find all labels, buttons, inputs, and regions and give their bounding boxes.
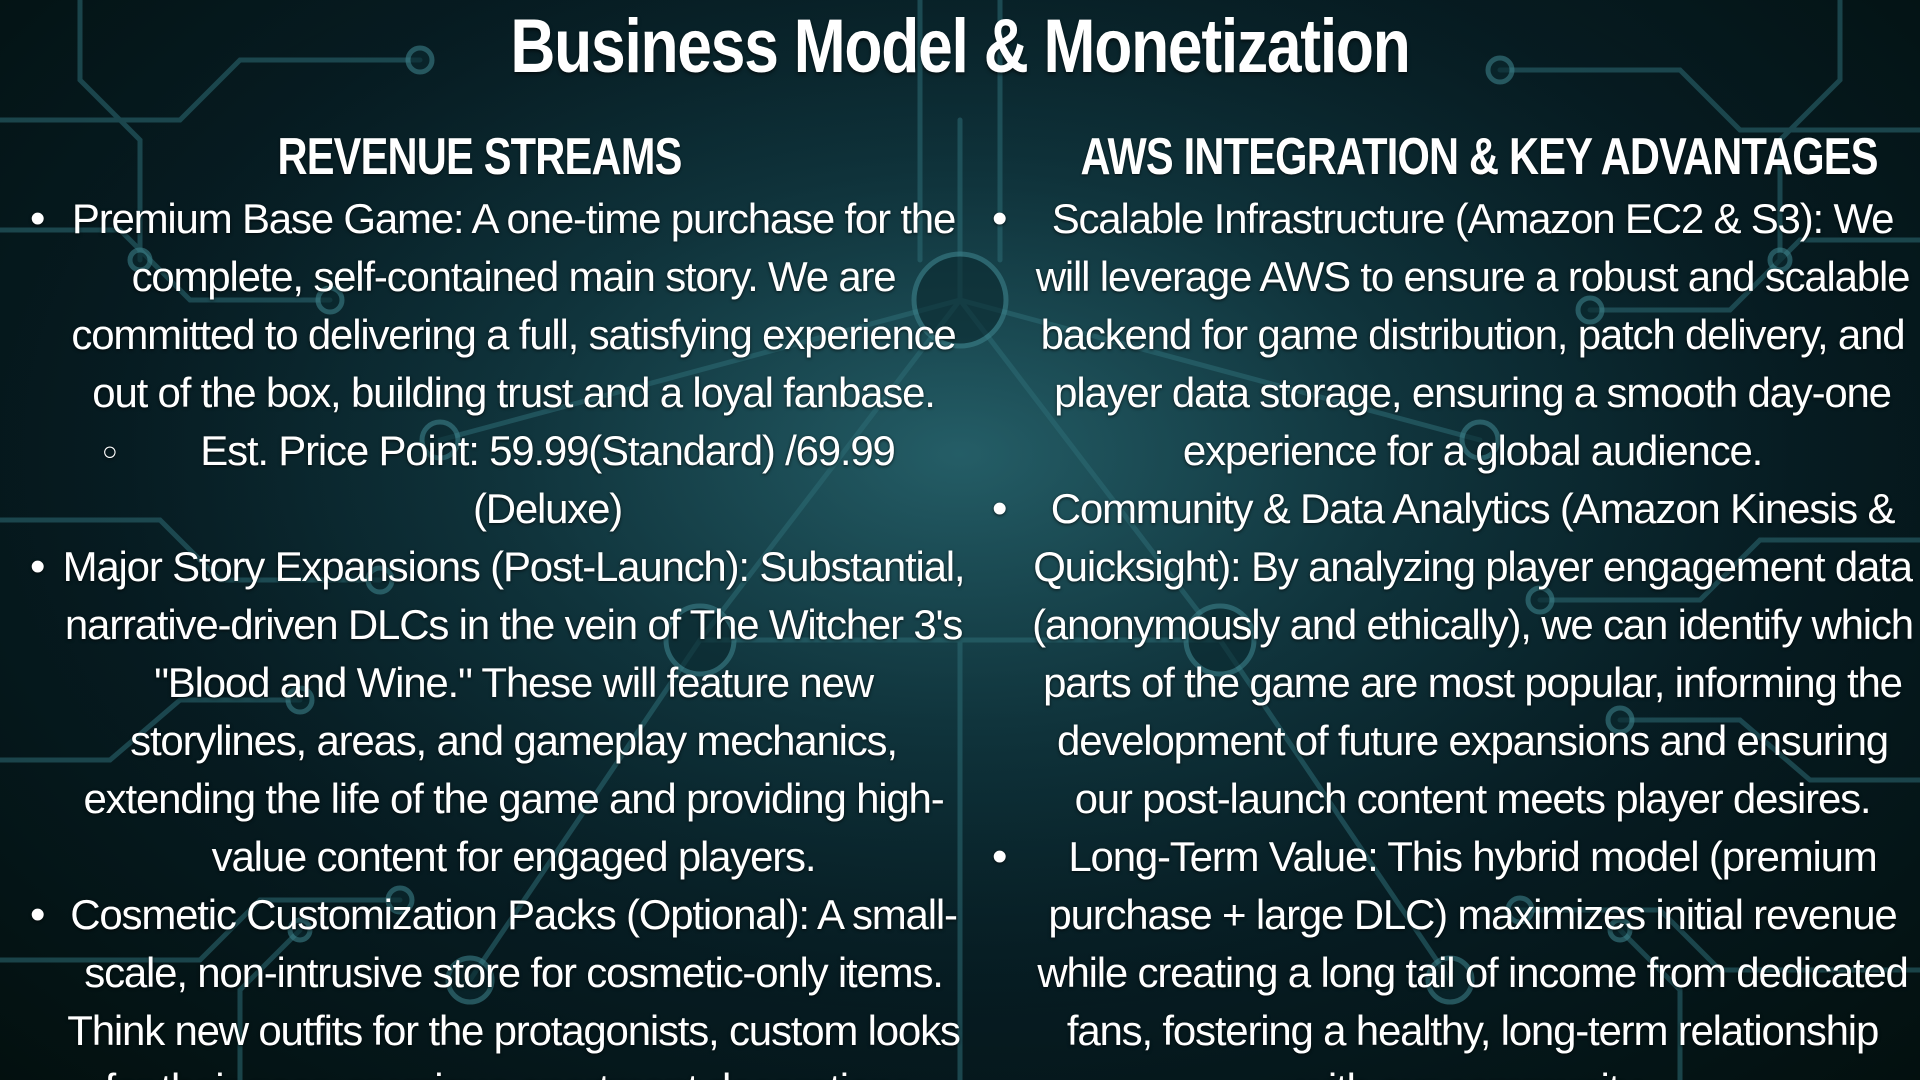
bullet-icon: • bbox=[30, 542, 46, 591]
bullet-icon: • bbox=[992, 832, 1008, 881]
item-text: Community & Data Analytics (Amazon Kines… bbox=[1032, 485, 1914, 822]
bullet-icon: • bbox=[30, 194, 46, 243]
list-item: • Premium Base Game: A one-time purchase… bbox=[10, 190, 965, 422]
slide-title: Business Model & Monetization bbox=[510, 4, 1410, 89]
list-item: • Community & Data Analytics (Amazon Kin… bbox=[988, 480, 1914, 828]
bullet-icon: • bbox=[992, 194, 1008, 243]
item-text: Cosmetic Customization Packs (Optional):… bbox=[67, 891, 961, 1080]
sub-list-item: ○ Est. Price Point: 59.99(Standard) /69.… bbox=[10, 422, 965, 538]
item-text: Scalable Infrastructure (Amazon EC2 & S3… bbox=[1035, 195, 1911, 474]
item-text: Premium Base Game: A one-time purchase f… bbox=[71, 195, 956, 416]
revenue-streams-heading: REVENUE STREAMS bbox=[277, 128, 682, 186]
item-text: Major Story Expansions (Post-Launch): Su… bbox=[62, 543, 966, 880]
bullet-icon: • bbox=[992, 484, 1008, 533]
list-item: • Cosmetic Customization Packs (Optional… bbox=[10, 886, 965, 1080]
list-item: • Major Story Expansions (Post-Launch): … bbox=[10, 538, 966, 886]
bullet-icon: • bbox=[30, 890, 46, 939]
aws-advantages-list: • Scalable Infrastructure (Amazon EC2 & … bbox=[988, 190, 1914, 1080]
revenue-streams-list: • Premium Base Game: A one-time purchase… bbox=[10, 190, 966, 1080]
hollow-bullet-icon: ○ bbox=[102, 436, 118, 466]
list-item: • Long-Term Value: This hybrid model (pr… bbox=[988, 828, 1913, 1080]
price-point-text: Est. Price Point: 59.99(Standard) /69.99… bbox=[200, 427, 896, 532]
item-text: Long-Term Value: This hybrid model (prem… bbox=[1037, 833, 1909, 1080]
list-item: • Scalable Infrastructure (Amazon EC2 & … bbox=[988, 190, 1913, 480]
aws-advantages-column: AWS INTEGRATION & KEY ADVANTAGES • Scala… bbox=[988, 124, 1914, 1080]
aws-advantages-heading: AWS INTEGRATION & KEY ADVANTAGES bbox=[1080, 128, 1879, 186]
revenue-streams-column: REVENUE STREAMS • Premium Base Game: A o… bbox=[10, 124, 966, 1080]
